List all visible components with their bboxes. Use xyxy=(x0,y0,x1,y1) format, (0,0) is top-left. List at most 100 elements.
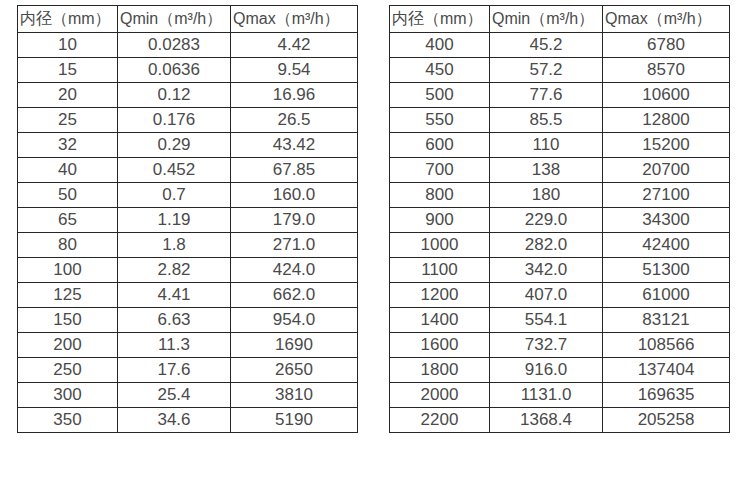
qmin-column-header: Qmin（m³/h） xyxy=(490,6,603,33)
diameter-cell: 150 xyxy=(18,308,118,333)
qmin-cell: 2.82 xyxy=(118,258,231,283)
table-row: 80018027100 xyxy=(390,183,730,208)
diameter-cell: 100 xyxy=(18,258,118,283)
flow-spec-tables: 内径（mm）Qmin（m³/h）Qmax（m³/h） 100.02834.421… xyxy=(0,0,750,483)
table-row: 250.17626.5 xyxy=(18,108,358,133)
qmax-cell: 108566 xyxy=(603,333,730,358)
qmax-cell: 137404 xyxy=(603,358,730,383)
diameter-cell: 1400 xyxy=(390,308,490,333)
qmax-cell: 20700 xyxy=(603,158,730,183)
qmax-column-header: Qmax（m³/h） xyxy=(231,6,358,33)
table-row: 1400554.183121 xyxy=(390,308,730,333)
qmin-cell: 11.3 xyxy=(118,333,231,358)
diameter-cell: 80 xyxy=(18,233,118,258)
table-row: 651.19179.0 xyxy=(18,208,358,233)
table-row: 400.45267.85 xyxy=(18,158,358,183)
diameter-cell: 450 xyxy=(390,58,490,83)
diameter-cell: 20 xyxy=(18,83,118,108)
qmax-cell: 1690 xyxy=(231,333,358,358)
header-row: 内径（mm）Qmin（m³/h）Qmax（m³/h） xyxy=(18,6,358,33)
diameter-cell: 550 xyxy=(390,108,490,133)
table-row: 100.02834.42 xyxy=(18,33,358,58)
table-row: 1000282.042400 xyxy=(390,233,730,258)
diameter-cell: 50 xyxy=(18,183,118,208)
diameter-cell: 2000 xyxy=(390,383,490,408)
qmax-column-header: Qmax（m³/h） xyxy=(603,6,730,33)
diameter-cell: 32 xyxy=(18,133,118,158)
qmin-cell: 554.1 xyxy=(490,308,603,333)
qmax-cell: 662.0 xyxy=(231,283,358,308)
qmax-cell: 26.5 xyxy=(231,108,358,133)
diameter-cell: 700 xyxy=(390,158,490,183)
diameter-column-header: 内径（mm） xyxy=(390,6,490,33)
qmin-cell: 732.7 xyxy=(490,333,603,358)
table-row: 500.7160.0 xyxy=(18,183,358,208)
qmax-cell: 15200 xyxy=(603,133,730,158)
qmin-cell: 282.0 xyxy=(490,233,603,258)
table-row: 900229.034300 xyxy=(390,208,730,233)
qmax-cell: 83121 xyxy=(603,308,730,333)
qmax-cell: 169635 xyxy=(603,383,730,408)
qmin-cell: 229.0 xyxy=(490,208,603,233)
qmin-cell: 1131.0 xyxy=(490,383,603,408)
qmin-cell: 110 xyxy=(490,133,603,158)
table-row: 320.2943.42 xyxy=(18,133,358,158)
diameter-cell: 1600 xyxy=(390,333,490,358)
table-row: 801.8271.0 xyxy=(18,233,358,258)
qmin-column-header: Qmin（m³/h） xyxy=(118,6,231,33)
diameter-cell: 200 xyxy=(18,333,118,358)
qmin-cell: 180 xyxy=(490,183,603,208)
table-row: 20011.31690 xyxy=(18,333,358,358)
diameter-cell: 300 xyxy=(18,383,118,408)
table-row: 35034.65190 xyxy=(18,408,358,433)
table-row: 45057.28570 xyxy=(390,58,730,83)
qmax-cell: 271.0 xyxy=(231,233,358,258)
qmin-cell: 0.0283 xyxy=(118,33,231,58)
qmin-cell: 4.41 xyxy=(118,283,231,308)
table-row: 1254.41662.0 xyxy=(18,283,358,308)
qmin-cell: 1368.4 xyxy=(490,408,603,433)
qmax-cell: 205258 xyxy=(603,408,730,433)
qmin-cell: 0.0636 xyxy=(118,58,231,83)
table-row: 25017.62650 xyxy=(18,358,358,383)
flow-table-large-diameters: 内径（mm）Qmin（m³/h）Qmax（m³/h） 40045.2678045… xyxy=(389,5,730,433)
diameter-column-header: 内径（mm） xyxy=(18,6,118,33)
qmax-cell: 424.0 xyxy=(231,258,358,283)
diameter-cell: 1100 xyxy=(390,258,490,283)
qmax-cell: 179.0 xyxy=(231,208,358,233)
qmin-cell: 0.176 xyxy=(118,108,231,133)
qmin-cell: 916.0 xyxy=(490,358,603,383)
qmin-cell: 85.5 xyxy=(490,108,603,133)
qmax-cell: 61000 xyxy=(603,283,730,308)
diameter-cell: 350 xyxy=(18,408,118,433)
table-row: 70013820700 xyxy=(390,158,730,183)
diameter-cell: 125 xyxy=(18,283,118,308)
table-row: 1200407.061000 xyxy=(390,283,730,308)
table-row: 1506.63954.0 xyxy=(18,308,358,333)
qmax-cell: 27100 xyxy=(603,183,730,208)
qmax-cell: 160.0 xyxy=(231,183,358,208)
table-row: 1600732.7108566 xyxy=(390,333,730,358)
table-row: 200.1216.96 xyxy=(18,83,358,108)
qmin-cell: 17.6 xyxy=(118,358,231,383)
qmin-cell: 342.0 xyxy=(490,258,603,283)
diameter-cell: 15 xyxy=(18,58,118,83)
qmax-cell: 16.96 xyxy=(231,83,358,108)
qmax-cell: 67.85 xyxy=(231,158,358,183)
diameter-cell: 250 xyxy=(18,358,118,383)
qmax-cell: 4.42 xyxy=(231,33,358,58)
qmin-cell: 0.7 xyxy=(118,183,231,208)
table-row: 30025.43810 xyxy=(18,383,358,408)
table-row: 40045.26780 xyxy=(390,33,730,58)
qmax-cell: 6780 xyxy=(603,33,730,58)
header-row: 内径（mm）Qmin（m³/h）Qmax（m³/h） xyxy=(390,6,730,33)
qmin-cell: 407.0 xyxy=(490,283,603,308)
diameter-cell: 400 xyxy=(390,33,490,58)
qmax-cell: 42400 xyxy=(603,233,730,258)
qmin-cell: 25.4 xyxy=(118,383,231,408)
table-row: 150.06369.54 xyxy=(18,58,358,83)
diameter-cell: 1000 xyxy=(390,233,490,258)
table-row: 1100342.051300 xyxy=(390,258,730,283)
qmax-cell: 12800 xyxy=(603,108,730,133)
diameter-cell: 10 xyxy=(18,33,118,58)
